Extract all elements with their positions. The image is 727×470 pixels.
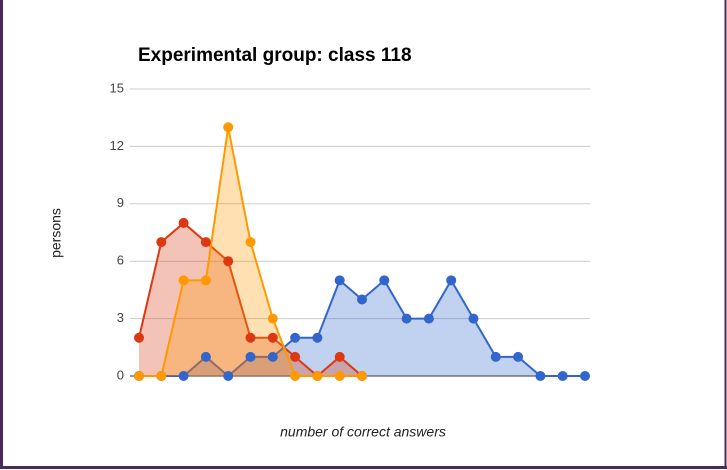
y-tick-label: 12 — [110, 138, 124, 153]
y-axis-label: persons — [48, 208, 64, 258]
area-fill — [139, 280, 585, 376]
point — [267, 351, 278, 362]
point — [178, 371, 189, 381]
point — [312, 332, 323, 343]
point — [357, 371, 367, 381]
x-axis-label: number of correct answers — [280, 424, 446, 440]
point — [423, 313, 434, 324]
point — [535, 371, 546, 381]
point — [223, 122, 234, 133]
area-fill — [139, 222, 362, 376]
point — [557, 371, 568, 381]
point — [178, 275, 189, 286]
point — [513, 351, 524, 362]
point — [223, 256, 234, 267]
y-tick-label: 9 — [117, 195, 124, 210]
point — [290, 332, 301, 343]
point — [134, 371, 144, 381]
point — [334, 351, 345, 362]
point — [334, 275, 345, 286]
point — [223, 371, 234, 381]
point — [200, 237, 211, 248]
point — [267, 313, 278, 324]
y-tick-label: 3 — [117, 310, 124, 325]
area-fill — [139, 127, 362, 377]
point — [312, 371, 323, 381]
point — [178, 217, 189, 228]
point — [245, 351, 256, 362]
y-tick-label: 15 — [110, 80, 124, 95]
point — [490, 351, 501, 362]
point — [468, 313, 479, 324]
point — [245, 332, 256, 343]
point — [334, 371, 345, 381]
point — [134, 332, 144, 343]
point — [200, 351, 211, 362]
chart-title: Experimental group: class 118 — [138, 45, 412, 66]
point — [156, 237, 167, 248]
point — [357, 294, 367, 305]
point — [290, 351, 301, 362]
y-tick-label: 0 — [117, 367, 124, 382]
point — [290, 371, 301, 381]
point — [379, 275, 390, 286]
point — [156, 371, 167, 381]
y-tick-label: 6 — [117, 253, 124, 268]
point — [401, 313, 412, 324]
point — [200, 275, 211, 286]
point — [580, 371, 590, 381]
point — [267, 332, 278, 343]
point — [446, 275, 457, 286]
point — [245, 237, 256, 248]
